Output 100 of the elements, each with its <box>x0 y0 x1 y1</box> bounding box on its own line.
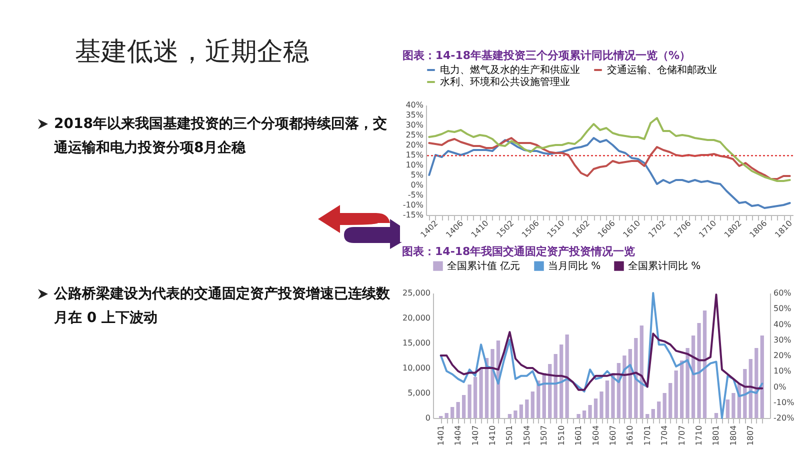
y2-tick-label: 40% <box>774 320 792 329</box>
bar <box>714 413 718 418</box>
bar <box>444 413 448 418</box>
x-tick-label: 1710 <box>694 425 704 446</box>
bar <box>726 400 730 418</box>
y-tick-label: 15,000 <box>402 338 430 348</box>
line-series <box>428 137 791 180</box>
x-tick-label: 1601 <box>574 425 584 446</box>
y-tick-label: -10% <box>402 200 424 210</box>
x-tick-label: 1504 <box>522 425 532 446</box>
bar <box>702 310 707 418</box>
x-tick-label: 1701 <box>642 425 652 446</box>
text: 2018年以来我国基建投资的三个分项都持续回落，交通运输和电力投资分项8月企稳 <box>54 114 388 158</box>
y-tick-label: 40% <box>406 100 424 110</box>
line-series <box>440 292 764 419</box>
y2-tick-label: 50% <box>774 304 792 314</box>
legend-label: 电力、燃气及水的生产和供应业 <box>440 64 580 76</box>
bar <box>622 356 626 418</box>
y-tick-label: 20% <box>406 140 424 150</box>
y-tick-label: -15% <box>402 210 424 220</box>
bar <box>560 344 564 418</box>
x-tick-label: 1507 <box>540 425 549 446</box>
y2-tick-label: 30% <box>774 335 792 344</box>
bar <box>530 392 534 418</box>
line-series <box>428 117 791 182</box>
legend-label: 全国累计值 亿元 <box>447 260 520 272</box>
bar <box>600 392 604 418</box>
y2-tick-label: 0% <box>774 382 787 392</box>
y2-tick-label: -20% <box>774 414 795 422</box>
bar <box>473 377 478 418</box>
x-tick-label: 1401 <box>436 425 446 446</box>
line-series <box>440 294 764 391</box>
bar <box>651 409 655 418</box>
text: 基建低迷，近期企稳 <box>75 36 309 69</box>
bar <box>525 400 529 418</box>
bar <box>686 348 690 418</box>
y-tick-label: -5% <box>408 190 424 200</box>
x-tick-label: 1510 <box>556 425 566 446</box>
legend-label: 全国累计同比 % <box>628 260 701 272</box>
y2-tick-label: 20% <box>774 351 792 360</box>
bar <box>646 414 650 418</box>
y-tick-label: 5% <box>410 170 424 180</box>
y-tick-label: 10,000 <box>402 364 430 372</box>
y-tick-label: 10% <box>406 160 424 170</box>
bar <box>594 398 598 418</box>
y2-tick-label: 10% <box>774 366 792 376</box>
bar <box>662 393 666 418</box>
bar <box>634 338 638 418</box>
x-tick-label: 1607 <box>608 425 618 446</box>
y-tick-label: 25,000 <box>402 288 430 298</box>
bar <box>674 370 678 418</box>
bar <box>605 380 610 418</box>
bar <box>697 323 701 418</box>
bar <box>468 384 472 418</box>
bar <box>450 407 454 418</box>
x-tick-label: 1704 <box>660 425 670 446</box>
x-tick-label: 1804 <box>728 425 738 446</box>
y-tick-label: 30% <box>406 120 424 130</box>
y2-tick-label: -10% <box>774 398 795 407</box>
bar <box>456 402 460 418</box>
bar <box>743 369 747 418</box>
bar <box>760 336 764 418</box>
bar <box>732 393 736 418</box>
x-tick-label: 1610 <box>626 425 635 446</box>
bar <box>565 334 569 418</box>
bar <box>508 414 512 418</box>
bar <box>680 360 684 418</box>
y-tick-label: 20,000 <box>402 314 430 322</box>
y-tick-label: 0% <box>410 180 424 190</box>
chart-title: 图表：14-18年我国交通固定资产投资情况一览 <box>402 245 636 258</box>
bar <box>668 383 672 418</box>
x-tick-label: 1801 <box>712 425 721 446</box>
x-tick-label: 1404 <box>454 425 463 446</box>
y-tick-label: 0 <box>425 414 430 422</box>
y-tick-label: 15% <box>406 150 424 160</box>
legend-label: 水利、环境和公共设施管理业 <box>440 76 570 88</box>
y-tick-label: 25% <box>406 130 424 140</box>
text: 公路桥梁建设为代表的交通固定资产投资增速已连续数月在 0 上下波动 <box>54 284 391 328</box>
bar <box>582 410 586 418</box>
x-tick-label: 1407 <box>470 425 480 446</box>
x-tick-label: 1604 <box>591 425 600 446</box>
bar <box>490 349 494 418</box>
bar <box>657 402 661 418</box>
x-tick-label: 1807 <box>746 425 756 446</box>
chart-title: 图表：14-18年基建投资三个分项累计同比情况一览（%） <box>402 49 691 62</box>
y-tick-label: 5,000 <box>408 388 430 398</box>
bar <box>462 395 466 418</box>
line-series <box>428 137 791 209</box>
bar <box>576 414 580 418</box>
legend-label: 当月同比 % <box>548 260 601 272</box>
x-tick-label: 1501 <box>505 425 514 446</box>
x-tick-label: 1707 <box>677 425 686 446</box>
x-tick-label: 1410 <box>488 425 497 446</box>
bar <box>514 410 518 418</box>
legend-label: 交通运输、仓储和邮政业 <box>607 64 717 76</box>
y2-tick-label: 60% <box>774 288 792 298</box>
bar <box>519 404 524 418</box>
y-tick-label: 35% <box>406 110 424 120</box>
bar <box>588 405 592 418</box>
bar <box>479 368 483 418</box>
